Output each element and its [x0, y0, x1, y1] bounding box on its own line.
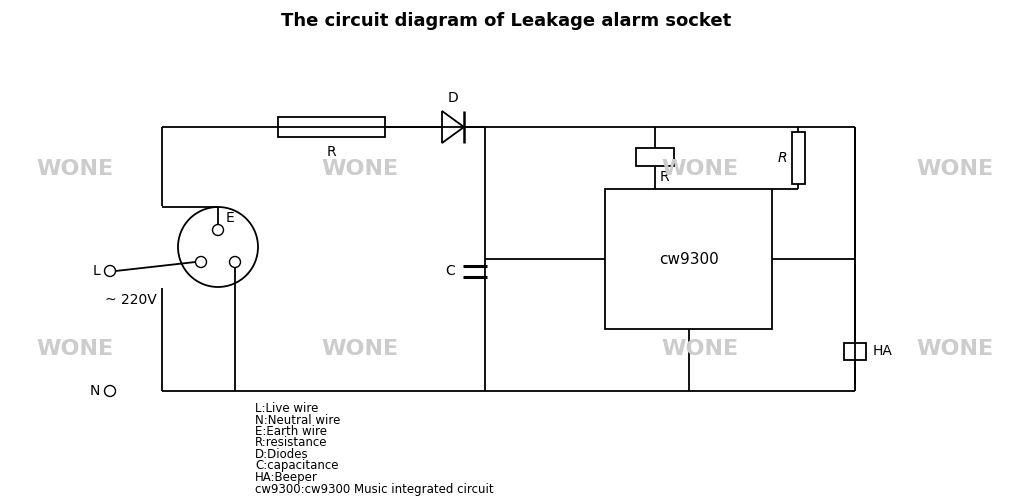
Text: D: D — [448, 91, 458, 105]
Text: WONE: WONE — [917, 159, 994, 179]
Text: N:Neutral wire: N:Neutral wire — [255, 414, 340, 427]
Text: ~ 220V: ~ 220V — [105, 293, 157, 307]
Text: WONE: WONE — [917, 339, 994, 359]
Text: WONE: WONE — [321, 339, 398, 359]
Text: R: R — [660, 170, 670, 184]
Bar — [844, 342, 866, 359]
Text: R: R — [326, 145, 336, 159]
Bar — [605, 189, 772, 329]
Text: HA: HA — [873, 344, 892, 358]
Polygon shape — [442, 111, 464, 143]
Text: E:Earth wire: E:Earth wire — [255, 425, 327, 438]
Text: C:capacitance: C:capacitance — [255, 460, 338, 473]
Text: L: L — [92, 264, 100, 278]
Text: WONE: WONE — [661, 339, 738, 359]
Text: N: N — [89, 384, 100, 398]
Text: WONE: WONE — [661, 159, 738, 179]
Bar — [791, 132, 804, 184]
Text: D:Diodes: D:Diodes — [255, 448, 309, 461]
Text: The circuit diagram of Leakage alarm socket: The circuit diagram of Leakage alarm soc… — [282, 12, 731, 30]
Text: WONE: WONE — [36, 339, 113, 359]
Text: HA:Beeper: HA:Beeper — [255, 471, 318, 484]
Text: cw9300:cw9300 Music integrated circuit: cw9300:cw9300 Music integrated circuit — [255, 483, 493, 496]
Text: WONE: WONE — [36, 159, 113, 179]
Text: cw9300: cw9300 — [658, 251, 718, 266]
Bar — [278, 117, 385, 137]
Text: C: C — [446, 264, 455, 278]
Text: E: E — [226, 211, 235, 225]
Text: R:resistance: R:resistance — [255, 437, 327, 450]
Text: L:Live wire: L:Live wire — [255, 402, 318, 415]
Text: R: R — [778, 151, 787, 165]
Bar — [636, 148, 674, 166]
Text: WONE: WONE — [321, 159, 398, 179]
